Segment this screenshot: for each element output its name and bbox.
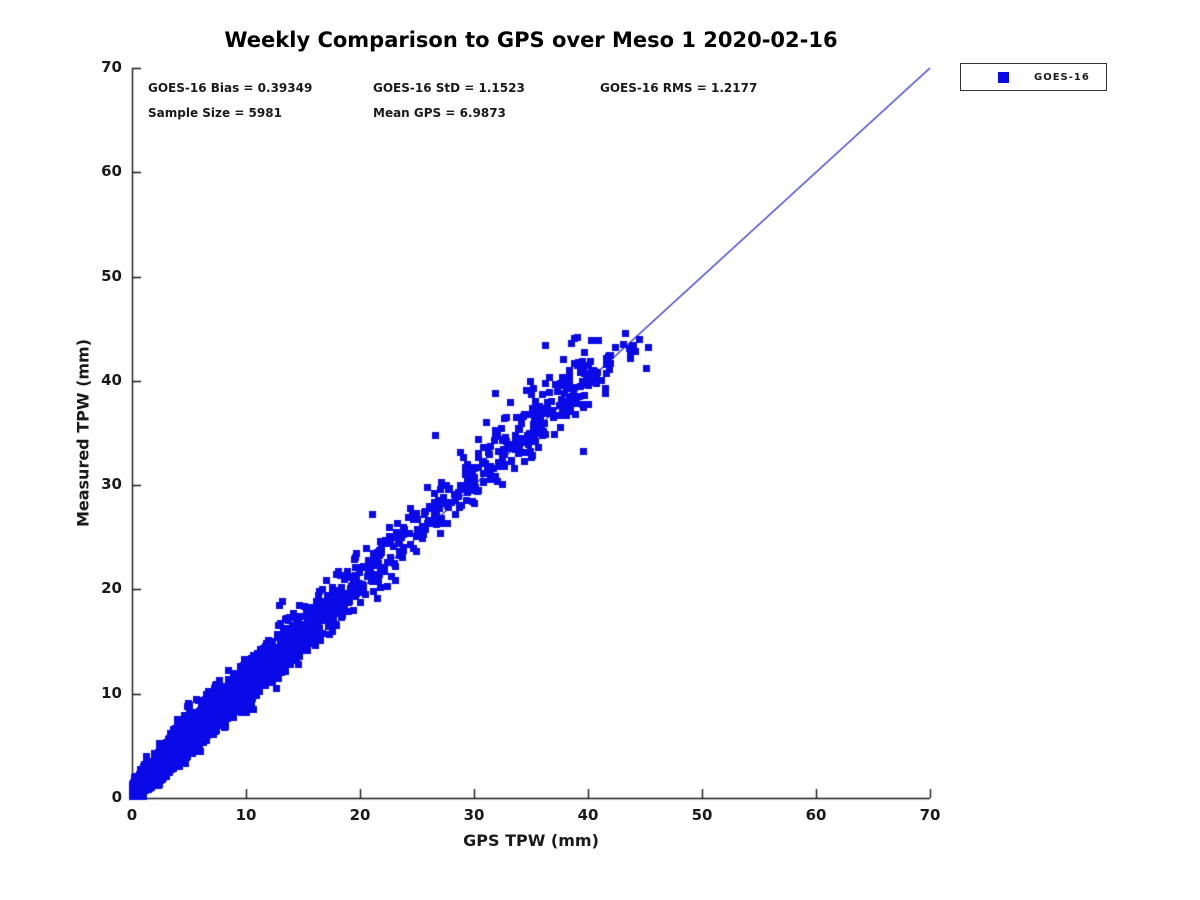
chart-title: Weekly Comparison to GPS over Meso 1 202… [224,28,838,52]
x-tick-label: 40 [577,806,599,824]
x-tick-label: 50 [691,806,713,824]
y-tick-label: 30 [101,475,122,494]
x-tick-label: 60 [805,806,827,824]
legend-square-marker-icon [998,71,1009,83]
y-tick-label: 10 [101,683,122,702]
y-tick-label: 50 [101,266,122,285]
x-tick-label: 30 [463,806,485,824]
y-tick-label: 40 [101,370,122,389]
stat-rms: GOES-16 RMS = 1.2177 [600,81,758,95]
y-tick-label: 60 [101,162,122,181]
stat-std: GOES-16 StD = 1.1523 [373,81,525,95]
legend-label: GOES-16 [1034,71,1090,83]
y-tick-label: 20 [101,579,122,598]
x-tick-label: 10 [235,806,257,824]
legend: GOES-16 [960,63,1107,91]
y-axis-label: Measured TPW (mm) [73,338,93,528]
stat-bias: GOES-16 Bias = 0.39349 [148,81,313,95]
stat-mean-gps: Mean GPS = 6.9873 [373,106,506,120]
y-tick-label: 70 [101,58,122,76]
x-axis-label: GPS TPW (mm) [463,831,599,850]
stat-sample-size: Sample Size = 5981 [148,106,282,120]
x-tick-label: 20 [349,806,371,824]
y-tick-label: 0 [111,788,122,806]
x-tick-label: 70 [919,806,941,824]
x-tick-label: 0 [126,806,138,824]
